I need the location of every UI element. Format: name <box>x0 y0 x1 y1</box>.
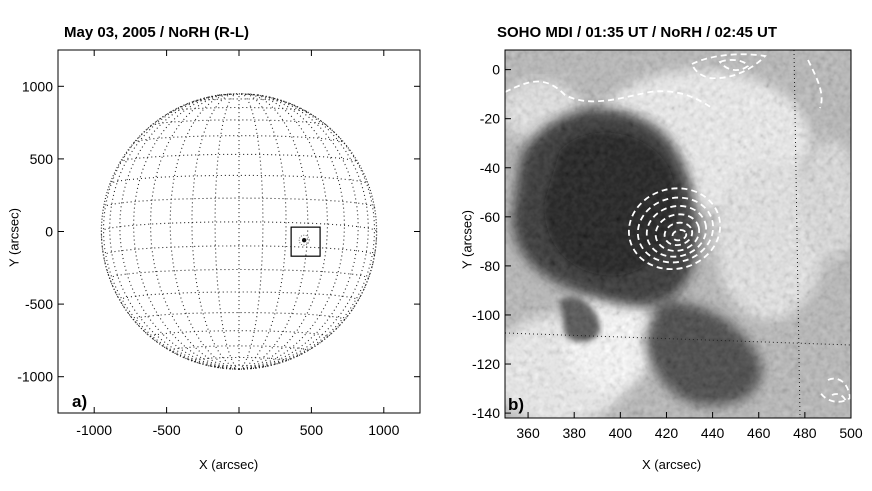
longitude-line <box>238 93 287 370</box>
longitude-line <box>239 102 376 370</box>
contour-level <box>645 205 708 258</box>
panel-a: -1000 -500 0 500 1000 -1000 -500 0 500 1000 a) <box>17 49 421 438</box>
y-tick-label: -100 <box>472 307 500 323</box>
x-tick-label: 380 <box>563 425 587 441</box>
panel-b-ticks: 360 380 400 420 440 460 480 500 0 -20 -40 -60 -80 -10… <box>472 62 863 441</box>
radio-contours <box>505 53 851 405</box>
longitude-line <box>102 102 239 370</box>
latitude-line <box>103 245 375 256</box>
latitude-line <box>109 174 369 185</box>
y-tick-label: 0 <box>492 62 500 78</box>
y-tick-label: -40 <box>480 160 500 176</box>
x-tick-label: -500 <box>153 422 181 438</box>
longitude-line <box>150 93 240 370</box>
contour-level <box>627 187 722 271</box>
radio-source <box>301 238 307 243</box>
contour-level <box>654 213 701 252</box>
contour-level <box>671 229 688 242</box>
y-tick-label: 0 <box>45 224 53 240</box>
latitude-line <box>150 119 328 126</box>
panel-b-xlabel: X (arcsec) <box>642 457 702 472</box>
region-box <box>290 226 321 257</box>
x-tick-label: 360 <box>516 425 540 441</box>
longitude-line <box>238 93 345 370</box>
x-tick-label: 460 <box>747 425 771 441</box>
x-tick-label: 480 <box>793 425 817 441</box>
y-tick-label: 500 <box>30 151 54 167</box>
latitude-line <box>150 330 328 338</box>
panel-b-ylabel: Y (arcsec) <box>459 210 475 269</box>
magnetogram-image <box>505 50 851 418</box>
latitude-line <box>133 135 345 143</box>
longitude-line <box>109 95 240 370</box>
x-tick-label: 420 <box>655 425 679 441</box>
longitude-line <box>238 93 309 370</box>
longitude-line <box>191 93 240 370</box>
panel-b-title: SOHO MDI / 01:35 UT / NoRH / 02:45 UT <box>497 24 778 41</box>
x-tick-label: 500 <box>839 425 863 441</box>
y-tick-label: -80 <box>480 258 500 274</box>
latitude-line <box>119 153 359 163</box>
longitude-line <box>133 93 240 370</box>
y-tick-label: -140 <box>472 405 500 421</box>
solar-limb <box>100 93 378 370</box>
y-tick-label: -120 <box>472 356 500 372</box>
y-tick-label: 1000 <box>22 78 53 94</box>
annotation-box <box>290 226 321 257</box>
x-tick-label: 0 <box>235 422 243 438</box>
x-tick-label: 400 <box>609 425 633 441</box>
x-tick-label: 1000 <box>368 422 399 438</box>
longitude-line <box>169 93 240 370</box>
latitude-line <box>170 106 308 113</box>
y-tick-label: -500 <box>25 296 53 312</box>
panel-a-xlabel: X (arcsec) <box>199 457 259 472</box>
latitude-line <box>191 356 287 362</box>
panel-b-label: b) <box>508 395 524 414</box>
x-tick-label: -1000 <box>76 422 112 438</box>
contour-level <box>636 196 715 264</box>
panel-b-plot-area <box>504 49 852 419</box>
panel-a-ylabel: Y (arcsec) <box>6 208 22 267</box>
x-tick-label: 440 <box>701 425 725 441</box>
y-tick-label: -60 <box>480 209 500 225</box>
longitude-line <box>238 95 369 370</box>
panel-a-ticks: -1000 -500 0 500 1000 -1000 -500 0 500 1000 <box>17 50 420 438</box>
panel-b: 360 380 400 420 440 460 480 500 0 -20 -40 -60 -80 -10… <box>472 49 863 441</box>
longitude-line <box>238 93 328 370</box>
contour-level <box>663 221 694 247</box>
y-tick-label: -20 <box>480 111 500 127</box>
panel-a-label: a) <box>72 392 87 411</box>
x-tick-label: 500 <box>300 422 324 438</box>
y-tick-label: -1000 <box>17 369 53 385</box>
radio-source-halo <box>298 234 310 246</box>
solar-grid <box>100 93 378 370</box>
panel-a-title: May 03, 2005 / NoRH (R-L) <box>64 24 250 41</box>
latitude-line <box>103 197 375 208</box>
